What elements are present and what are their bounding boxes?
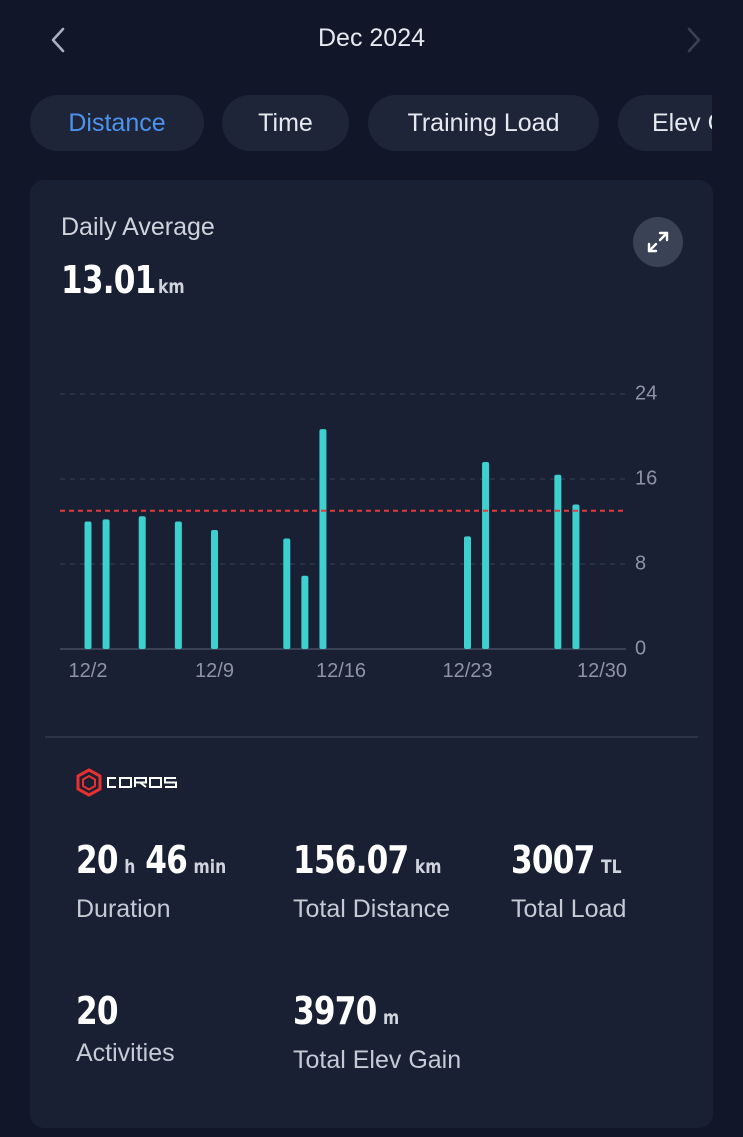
total-load-number: 3007 xyxy=(511,838,595,882)
metric-tabs: Distance Time Training Load Elev Gain xyxy=(30,95,712,153)
bar xyxy=(102,519,110,649)
total-elev-gain-unit: m xyxy=(383,1007,400,1029)
bar xyxy=(301,575,309,649)
y-tick-label: 0 xyxy=(635,637,646,659)
activities-value: 20 xyxy=(76,989,157,1033)
next-month-button[interactable] xyxy=(676,22,712,58)
daily-average-unit: km xyxy=(158,276,185,298)
bar xyxy=(464,536,471,649)
tab-label: Distance xyxy=(68,108,166,137)
duration-minutes: 46 xyxy=(145,838,188,882)
tab-elev-gain[interactable]: Elev Gain xyxy=(618,95,712,151)
distance-bar-chart: 0 8 16 24 12/2 12/9 12/16 12/23 12/30 xyxy=(60,382,657,682)
distance-card: Daily Average 13.01 km 0 8 16 24 12/2 12/9 12/… xyxy=(30,180,713,1128)
stat-total-distance: 156.07 km Total Distance xyxy=(293,838,486,924)
total-elev-gain-value: 3970 m xyxy=(293,989,431,1040)
tab-distance[interactable]: Distance xyxy=(30,95,204,151)
x-tick-label: 12/30 xyxy=(577,660,627,682)
bar xyxy=(283,538,291,649)
x-tick-label: 12/2 xyxy=(69,660,108,682)
bar xyxy=(482,462,490,649)
bar xyxy=(554,474,562,649)
y-tick-label: 24 xyxy=(635,382,657,404)
bar xyxy=(211,530,218,649)
total-distance-value: 156.07 km xyxy=(293,838,451,889)
tab-label: Elev Gain xyxy=(652,108,712,137)
daily-average-value: 13.01 xyxy=(61,258,156,302)
x-tick-label: 12/9 xyxy=(195,660,234,682)
month-title: Dec 2024 xyxy=(317,24,426,52)
chevron-right-icon xyxy=(687,27,701,53)
bar xyxy=(138,516,146,649)
stat-total-elev-gain: 3970 m Total Elev Gain xyxy=(293,989,461,1075)
expand-icon xyxy=(647,231,669,253)
bar xyxy=(572,504,580,649)
divider xyxy=(45,736,698,738)
stat-activities: 20 Activities xyxy=(76,989,175,1068)
x-tick-label: 12/16 xyxy=(316,660,366,682)
total-load-value: 3007 TL xyxy=(511,838,631,889)
tab-label: Time xyxy=(258,108,313,137)
duration-value: 20 h 46 min xyxy=(76,838,236,889)
duration-minutes-unit: min xyxy=(193,856,227,878)
tab-label: Training Load xyxy=(407,108,560,137)
tab-training-load[interactable]: Training Load xyxy=(368,95,599,151)
duration-label: Duration xyxy=(76,895,171,923)
bar xyxy=(84,521,92,649)
total-elev-gain-number: 3970 xyxy=(293,989,377,1033)
duration-hours-unit: h xyxy=(124,856,136,878)
daily-average-label: Daily Average xyxy=(61,213,215,241)
chevron-left-icon xyxy=(51,27,65,53)
activities-label: Activities xyxy=(76,1039,175,1067)
total-load-unit: TL xyxy=(601,856,622,878)
duration-hours: 20 xyxy=(76,838,119,882)
bar xyxy=(319,429,327,649)
prev-month-button[interactable] xyxy=(40,22,76,58)
total-distance-unit: km xyxy=(414,856,442,878)
coros-logo xyxy=(76,768,192,798)
x-tick-label: 12/23 xyxy=(442,660,492,682)
total-load-label: Total Load xyxy=(511,895,627,923)
header: Dec 2024 xyxy=(0,0,743,80)
total-distance-label: Total Distance xyxy=(293,895,451,923)
coros-logo-icon xyxy=(76,768,177,797)
stat-duration: 20 h 46 min Duration xyxy=(76,838,271,924)
bar xyxy=(174,521,182,649)
y-tick-label: 16 xyxy=(635,467,657,489)
y-tick-label: 8 xyxy=(635,552,646,574)
tab-time[interactable]: Time xyxy=(222,95,349,151)
activities-number: 20 xyxy=(76,989,119,1033)
total-distance-number: 156.07 xyxy=(293,838,409,882)
expand-button[interactable] xyxy=(633,217,683,267)
stat-total-load: 3007 TL Total Load xyxy=(511,838,658,924)
total-elev-gain-label: Total Elev Gain xyxy=(293,1046,462,1074)
